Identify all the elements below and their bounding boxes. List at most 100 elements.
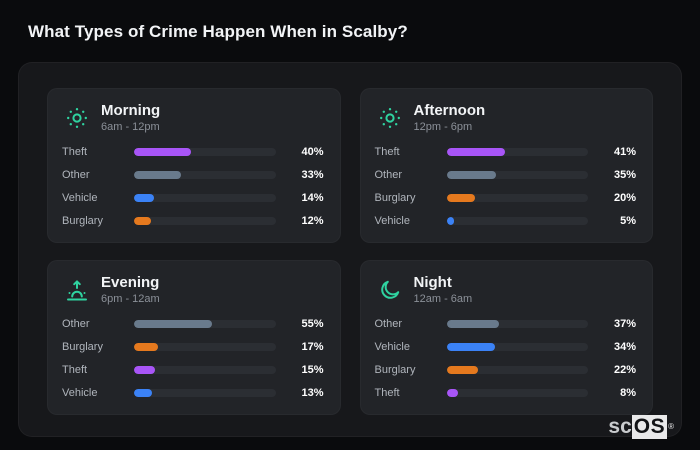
panel-header: Afternoon 12pm - 6pm: [375, 102, 637, 134]
bar-label: Vehicle: [62, 192, 98, 204]
bar-label: Other: [374, 169, 403, 181]
bar-label: Burglary: [374, 192, 416, 204]
bar-fill: [134, 343, 159, 351]
bar-row: Burglary 22%: [374, 364, 637, 376]
bar-value: 34%: [613, 341, 636, 353]
panel-night: Night 12am - 6am Other 37% Vehicle 34% Burgl…: [359, 260, 653, 415]
bar-label: Theft: [374, 146, 400, 158]
bar-track: [134, 343, 276, 351]
bar-value: 15%: [301, 364, 324, 376]
bar-track: [446, 389, 588, 397]
bar-label: Theft: [374, 387, 400, 399]
bar-fill: [134, 389, 153, 397]
panel-title: Morning: [101, 102, 161, 119]
bar-value: 33%: [301, 169, 324, 181]
sunrise-icon: [64, 277, 90, 303]
bar-label: Vehicle: [374, 215, 410, 227]
panel-subtitle: 6pm - 12am: [101, 293, 160, 305]
bar-track: [134, 389, 276, 397]
bar-value: 8%: [620, 387, 636, 399]
bar-row: Theft 41%: [374, 146, 637, 158]
bar-label: Other: [62, 318, 90, 330]
panel-subtitle: 6am - 12pm: [101, 121, 160, 133]
bar-value: 22%: [613, 364, 636, 376]
panel-heading: Night 12am - 6am: [414, 274, 473, 306]
bar-track: [446, 194, 588, 202]
logo-suffix: OS: [631, 415, 668, 439]
bar-track: [134, 366, 276, 374]
bar-rows: Theft 40% Other 33% Vehicle 14% Burglary 12%: [62, 146, 324, 230]
dashboard-container: Morning 6am - 12pm Theft 40% Other 33% Vehic…: [18, 62, 682, 437]
bar-label: Burglary: [62, 341, 103, 353]
bar-row: Other 55%: [62, 318, 324, 330]
bar-fill: [446, 389, 458, 397]
panel-header: Evening 6pm - 12am: [62, 274, 324, 306]
bar-row: Vehicle 5%: [374, 215, 637, 227]
bar-value: 35%: [613, 169, 636, 181]
panel-heading: Evening 6pm - 12am: [101, 274, 160, 306]
bar-fill: [446, 343, 495, 351]
panel-header: Night 12am - 6am: [375, 274, 637, 306]
bar-fill: [134, 148, 191, 156]
logo-prefix: sc: [608, 415, 632, 438]
bar-fill: [134, 194, 154, 202]
bar-fill: [446, 171, 497, 179]
bar-row: Other 37%: [374, 318, 637, 330]
bar-label: Vehicle: [62, 387, 98, 399]
bar-fill: [446, 366, 478, 374]
page-title: What Types of Crime Happen When in Scalb…: [28, 22, 408, 41]
bar-label: Burglary: [374, 364, 416, 376]
bar-track: [446, 217, 588, 225]
bar-value: 55%: [301, 318, 324, 330]
scos-logo: sc OS ®: [608, 415, 674, 439]
sun-icon: [64, 105, 90, 131]
bar-rows: Other 55% Burglary 17% Theft 15% Vehicle 13%: [62, 318, 324, 402]
bar-label: Theft: [62, 364, 88, 376]
bar-label: Burglary: [62, 215, 103, 227]
bar-track: [446, 320, 588, 328]
bar-fill: [134, 320, 212, 328]
bar-row: Other 33%: [62, 169, 324, 181]
panel-subtitle: 12am - 6am: [413, 293, 473, 305]
bar-track: [446, 148, 588, 156]
bar-label: Other: [62, 169, 90, 181]
bar-track: [134, 148, 276, 156]
bar-track: [134, 320, 276, 328]
panel-afternoon: Afternoon 12pm - 6pm Theft 41% Other 35% Bur…: [359, 88, 653, 243]
bar-track: [446, 343, 588, 351]
bar-track: [446, 171, 588, 179]
bar-fill: [134, 217, 151, 225]
panel-header: Morning 6am - 12pm: [62, 102, 324, 134]
bar-track: [134, 194, 276, 202]
bar-fill: [446, 194, 475, 202]
bar-label: Theft: [62, 146, 88, 158]
bar-row: Burglary 17%: [62, 341, 324, 353]
bar-track: [446, 366, 588, 374]
bar-rows: Theft 41% Other 35% Burglary 20% Vehicle 5%: [375, 146, 637, 230]
panel-evening: Evening 6pm - 12am Other 55% Burglary 17% Th…: [47, 260, 341, 415]
panel-heading: Afternoon 12pm - 6pm: [414, 102, 486, 134]
panel-title: Evening: [101, 274, 160, 291]
bar-row: Theft 40%: [62, 146, 324, 158]
bar-row: Vehicle 13%: [62, 387, 324, 399]
bar-fill: [134, 171, 181, 179]
bar-value: 5%: [620, 215, 636, 227]
bar-row: Theft 15%: [62, 364, 324, 376]
bar-label: Other: [374, 318, 403, 330]
bar-value: 13%: [301, 387, 324, 399]
panel-title: Afternoon: [413, 102, 486, 119]
bar-label: Vehicle: [374, 341, 410, 353]
moon-icon: [377, 277, 403, 303]
bar-track: [134, 171, 276, 179]
panel-title: Night: [413, 274, 452, 291]
panel-morning: Morning 6am - 12pm Theft 40% Other 33% Vehic…: [47, 88, 341, 243]
bar-row: Burglary 20%: [374, 192, 637, 204]
bar-row: Burglary 12%: [62, 215, 324, 227]
bar-fill: [446, 148, 505, 156]
bar-track: [134, 217, 276, 225]
bar-value: 37%: [613, 318, 636, 330]
bar-value: 40%: [301, 146, 324, 158]
sun-icon: [377, 105, 403, 131]
bar-fill: [446, 217, 454, 225]
bar-row: Theft 8%: [374, 387, 637, 399]
